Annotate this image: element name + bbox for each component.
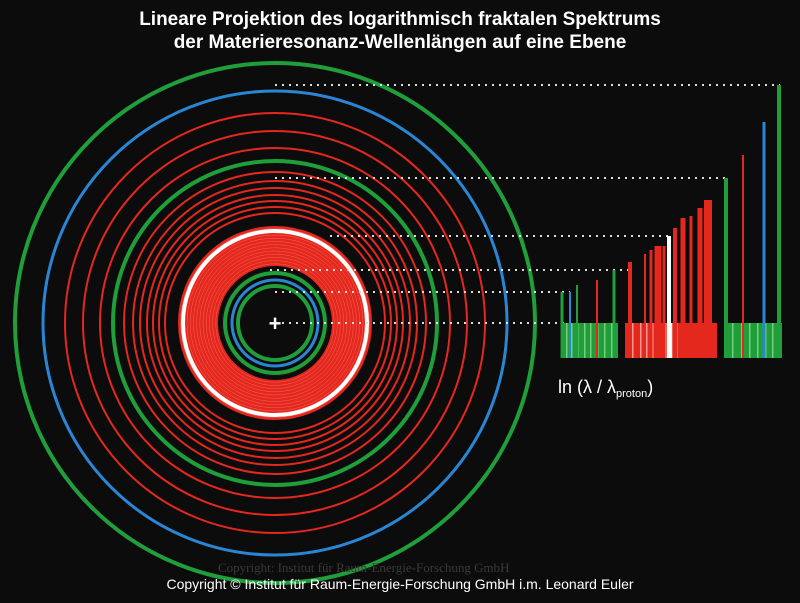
block-stripe <box>604 323 606 358</box>
band-gap <box>218 266 332 380</box>
title-line-1: Lineare Projektion des logarithmisch fra… <box>139 9 661 30</box>
block-stripe <box>571 323 573 358</box>
axis-label-main: ln (λ / λ <box>558 377 617 397</box>
ring <box>152 200 398 446</box>
block-stripe <box>741 323 743 358</box>
ring-fine <box>209 257 341 389</box>
projection-lines <box>270 84 780 324</box>
block-stripe <box>749 323 751 358</box>
copyright-line: Copyright © Institut für Raum-Energie-Fo… <box>166 576 634 592</box>
block-stripe <box>665 323 667 358</box>
block-stripe <box>765 323 767 358</box>
block-stripe <box>590 323 592 358</box>
block-stripe <box>611 323 613 358</box>
block-stripe <box>632 323 634 358</box>
ring-fine <box>193 241 357 405</box>
watermark: Copyright: Institut für Raum-Energie-For… <box>218 560 510 575</box>
block-stripe <box>772 323 774 358</box>
ring-fine <box>205 253 345 393</box>
ring-fine <box>186 234 364 412</box>
spectrum-bars <box>560 85 782 358</box>
block-stripe <box>584 323 586 358</box>
ring <box>158 206 392 440</box>
axis-label-close: ) <box>647 377 654 397</box>
ring-fine <box>215 263 335 383</box>
ring-fine <box>199 247 351 399</box>
block-stripe <box>732 323 734 358</box>
block-stripe <box>640 323 642 358</box>
block-stripe <box>652 323 654 358</box>
diagram-title: Lineare Projektion des logarithmisch fra… <box>0 8 800 54</box>
ring <box>123 171 427 475</box>
block-stripe <box>566 323 568 358</box>
ring-fine <box>180 228 370 418</box>
ring <box>82 130 468 516</box>
title-line-2: der Materieresonanz-Wellenlängen auf ein… <box>173 32 627 53</box>
ring-fine <box>212 260 338 386</box>
ring <box>164 212 386 434</box>
block-stripe <box>646 323 648 358</box>
axis-label-subscript: proton <box>616 388 648 400</box>
axis-label: ln (λ / λproton) <box>558 377 653 400</box>
center-cross-icon: + <box>269 311 282 336</box>
block-stripe <box>757 323 759 358</box>
